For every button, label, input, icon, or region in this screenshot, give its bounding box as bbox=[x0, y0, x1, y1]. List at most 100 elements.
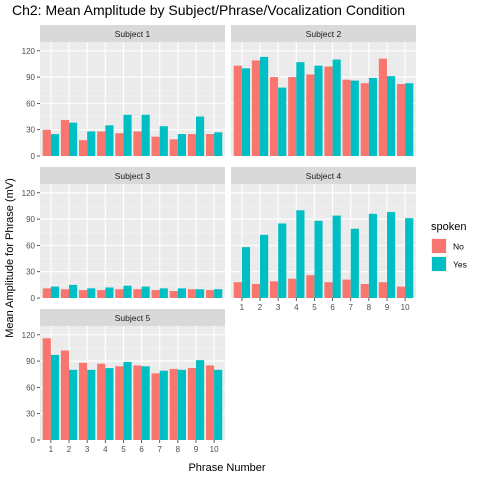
facet-strip bbox=[231, 167, 416, 184]
bar-yes bbox=[195, 116, 205, 156]
bar-no bbox=[169, 139, 178, 156]
bar-yes bbox=[141, 286, 150, 298]
bar-yes bbox=[50, 354, 60, 440]
facet-strip-label: Subject 2 bbox=[306, 29, 342, 39]
bar-yes bbox=[405, 218, 414, 298]
y-tick-label: 90 bbox=[26, 215, 35, 224]
chart-title: Ch2: Mean Amplitude by Subject/Phrase/Vo… bbox=[12, 2, 405, 18]
facet-strip bbox=[40, 167, 225, 184]
y-tick-label: 120 bbox=[22, 47, 36, 56]
bar-no bbox=[60, 289, 70, 298]
y-tick-label: 0 bbox=[31, 294, 36, 303]
bar-no bbox=[378, 58, 387, 156]
bar-no bbox=[97, 363, 106, 440]
x-tick-label: 9 bbox=[385, 303, 390, 312]
bar-yes bbox=[141, 114, 150, 156]
x-tick-label: 10 bbox=[210, 445, 219, 454]
facet-panel: Subject 4 1 2 3 4 5 6 7 8 9 10 bbox=[231, 167, 416, 312]
bar-yes bbox=[177, 369, 187, 440]
bar-no bbox=[205, 134, 215, 156]
y-tick-label: 120 bbox=[22, 189, 36, 198]
bar-yes bbox=[296, 62, 305, 156]
bar-yes bbox=[159, 126, 168, 156]
bar-no bbox=[151, 290, 160, 298]
bar-yes bbox=[386, 76, 396, 156]
bar-yes bbox=[332, 59, 341, 156]
bar-yes bbox=[87, 131, 96, 156]
bar-yes bbox=[195, 360, 205, 440]
bar-yes bbox=[159, 370, 168, 440]
legend-title: spoken bbox=[431, 221, 466, 233]
x-tick-label: 4 bbox=[294, 303, 299, 312]
bar-yes bbox=[159, 288, 168, 298]
bar-no bbox=[342, 79, 351, 156]
bar-no bbox=[115, 289, 124, 298]
bar-yes bbox=[214, 289, 223, 298]
bar-no bbox=[60, 350, 70, 440]
x-tick-label: 5 bbox=[121, 445, 126, 454]
bar-yes bbox=[105, 125, 114, 156]
bar-yes bbox=[260, 234, 269, 298]
legend: spoken No Yes bbox=[431, 221, 467, 272]
bar-no bbox=[187, 289, 196, 298]
bar-no bbox=[42, 129, 51, 156]
bar-no bbox=[233, 282, 242, 298]
bar-no bbox=[133, 365, 142, 440]
bar-yes bbox=[69, 369, 78, 440]
bar-no bbox=[205, 290, 215, 298]
y-tick-label: 0 bbox=[31, 436, 36, 445]
bar-no bbox=[97, 131, 106, 156]
x-tick-label: 1 bbox=[49, 445, 54, 454]
bar-no bbox=[251, 283, 261, 298]
x-tick-label: 9 bbox=[194, 445, 199, 454]
bar-no bbox=[78, 362, 88, 440]
facet-strip bbox=[40, 309, 225, 326]
facet-panel: Subject 5 0 30 60 90 120 1 2 3 4 5 6 7 8 9 10 bbox=[22, 309, 225, 454]
y-axis-title: Mean Amplitude for Phrase (mV) bbox=[4, 178, 16, 338]
bar-yes bbox=[405, 83, 414, 156]
x-tick-label: 4 bbox=[103, 445, 108, 454]
x-tick-label: 2 bbox=[258, 303, 263, 312]
bar-yes bbox=[241, 247, 251, 298]
bar-yes bbox=[368, 77, 378, 156]
bar-no bbox=[169, 290, 178, 298]
x-tick-label: 8 bbox=[367, 303, 372, 312]
facet-panel: Subject 2 bbox=[231, 25, 416, 157]
x-tick-label: 7 bbox=[157, 445, 162, 454]
bar-no bbox=[97, 290, 106, 298]
x-tick-label: 5 bbox=[312, 303, 317, 312]
bar-no bbox=[396, 84, 406, 156]
bar-yes bbox=[50, 134, 60, 156]
facet-panel: Subject 1 0 30 60 90 120 bbox=[22, 25, 225, 161]
bar-no bbox=[187, 134, 196, 156]
bar-no bbox=[288, 77, 297, 156]
bar-yes bbox=[105, 368, 114, 440]
facet-strip bbox=[231, 25, 416, 42]
x-tick-label: 10 bbox=[401, 303, 410, 312]
bar-no bbox=[342, 279, 351, 298]
bar-no bbox=[251, 60, 261, 156]
bar-no bbox=[360, 83, 369, 156]
bar-no bbox=[78, 140, 88, 156]
facet-strip-label: Subject 3 bbox=[115, 171, 151, 181]
bar-yes bbox=[123, 285, 132, 298]
x-tick-label: 3 bbox=[85, 445, 90, 454]
x-tick-label: 6 bbox=[139, 445, 144, 454]
y-tick-label: 60 bbox=[26, 99, 35, 108]
legend-swatch-yes bbox=[432, 257, 446, 271]
x-tick-label: 7 bbox=[348, 303, 353, 312]
facet-strip-label: Subject 1 bbox=[115, 29, 151, 39]
x-tick-label: 1 bbox=[240, 303, 245, 312]
bar-yes bbox=[141, 366, 150, 440]
bar-no bbox=[151, 373, 160, 440]
bar-no bbox=[78, 290, 88, 298]
bar-yes bbox=[350, 80, 359, 156]
bar-yes bbox=[105, 287, 114, 298]
bar-no bbox=[360, 283, 369, 298]
bar-yes bbox=[386, 212, 396, 298]
bar-no bbox=[324, 282, 333, 298]
bar-no bbox=[42, 288, 51, 298]
y-tick-label: 60 bbox=[26, 383, 35, 392]
